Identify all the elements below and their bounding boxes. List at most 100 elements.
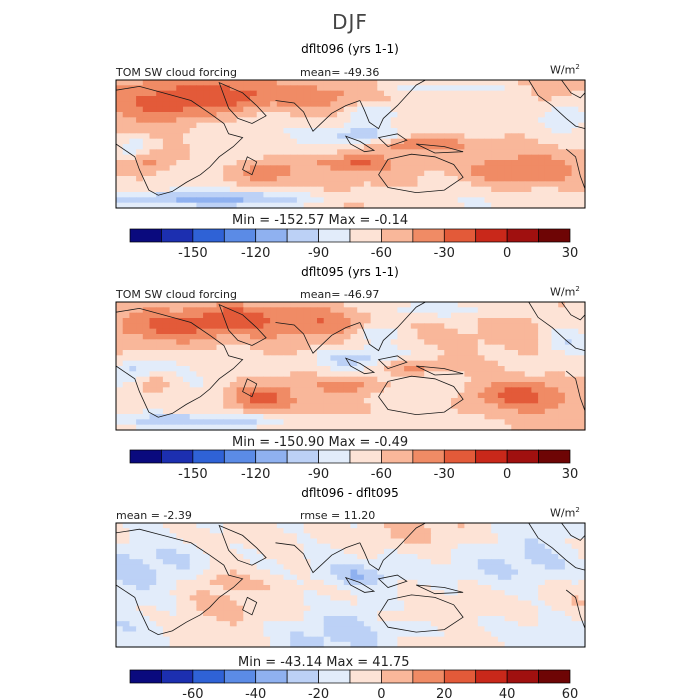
map-cell [310, 170, 318, 177]
map-cell [551, 585, 559, 591]
map-cell [122, 181, 130, 188]
map-cell [444, 307, 452, 314]
map-cell [270, 154, 278, 161]
map-cell [256, 554, 264, 560]
map-cell [343, 176, 352, 182]
map-cell [156, 528, 164, 534]
map-cell [464, 387, 472, 394]
map-cell [303, 128, 311, 134]
map-cell [330, 117, 338, 124]
map-cell [538, 387, 546, 394]
map-cell [162, 144, 171, 150]
map-cell [444, 600, 452, 607]
map-cell [310, 360, 318, 367]
map-cell [497, 360, 506, 367]
map-cell [290, 590, 298, 596]
map-cell [497, 403, 506, 410]
map-cell [437, 302, 445, 308]
map-cell [471, 90, 479, 97]
map-cell [430, 85, 439, 92]
map-cell [189, 160, 197, 166]
map-cell [471, 538, 479, 545]
map-cell [263, 334, 271, 340]
map-cell [397, 621, 405, 627]
map-cell [558, 149, 566, 156]
map-cell [343, 318, 352, 324]
map-cell [162, 605, 171, 612]
map-cell [551, 318, 559, 324]
map-cell [471, 339, 479, 346]
map-cell [276, 128, 285, 134]
map-cell [571, 138, 579, 145]
map-cell [270, 181, 278, 188]
map-cell [142, 122, 151, 129]
map-cell [384, 138, 392, 145]
map-cell [477, 605, 486, 612]
map-cell [384, 376, 392, 383]
map-cell [430, 80, 439, 86]
map-cell [330, 128, 338, 134]
map-cell [189, 85, 197, 92]
map-cell [203, 355, 211, 362]
map-cell [518, 181, 526, 188]
map-cell [250, 186, 258, 193]
map-cell [397, 366, 405, 372]
map-cell [256, 85, 264, 92]
map-cell [497, 554, 506, 560]
map-cell [223, 149, 231, 156]
map-cell [370, 160, 378, 166]
map-cell [317, 197, 325, 204]
map-cell [270, 548, 278, 555]
map-cell [156, 202, 164, 209]
map-cell [451, 574, 459, 581]
map-cell [343, 554, 352, 560]
map-cell [477, 408, 486, 415]
map-cell [564, 101, 573, 108]
map-cell [203, 371, 211, 378]
map-cell [511, 318, 519, 324]
map-cell [397, 424, 405, 431]
map-cell [317, 600, 325, 607]
map-cell [417, 149, 425, 156]
map-cell [196, 133, 204, 140]
map-cell [363, 160, 372, 166]
map-cell [484, 307, 492, 314]
map-cell [270, 355, 278, 362]
map-cell [323, 186, 331, 193]
map-cell [343, 186, 352, 193]
map-cell [564, 181, 573, 188]
map-cell [169, 605, 177, 612]
map-cell [471, 112, 479, 118]
map-cell [538, 138, 546, 145]
map-cell [236, 122, 244, 129]
map-cell [397, 170, 405, 177]
map-cell [430, 621, 439, 627]
map-cell [544, 133, 553, 140]
map-cell [169, 323, 177, 330]
map-cell [564, 96, 573, 102]
map-cell [236, 414, 244, 420]
map-cell [518, 122, 526, 129]
map-cell [250, 579, 258, 586]
map-cell [350, 595, 358, 602]
map-cell [343, 610, 352, 617]
map-cell [283, 176, 291, 182]
map-cell [538, 144, 546, 150]
map-cell [518, 590, 526, 596]
map-cell [169, 579, 177, 586]
map-cell [571, 366, 579, 372]
map-cell [337, 197, 345, 204]
map-cell [397, 334, 405, 340]
map-cell [229, 339, 238, 346]
map-cell [176, 307, 184, 314]
map-cell [290, 138, 298, 145]
map-cell [451, 350, 459, 356]
map-cell [236, 548, 244, 555]
map-cell [203, 414, 211, 420]
map-cell [243, 318, 251, 324]
map-cell [176, 323, 184, 330]
map-cell [136, 569, 144, 576]
map-cell [363, 543, 372, 550]
map-cell [122, 424, 130, 431]
map-cell [317, 528, 325, 534]
